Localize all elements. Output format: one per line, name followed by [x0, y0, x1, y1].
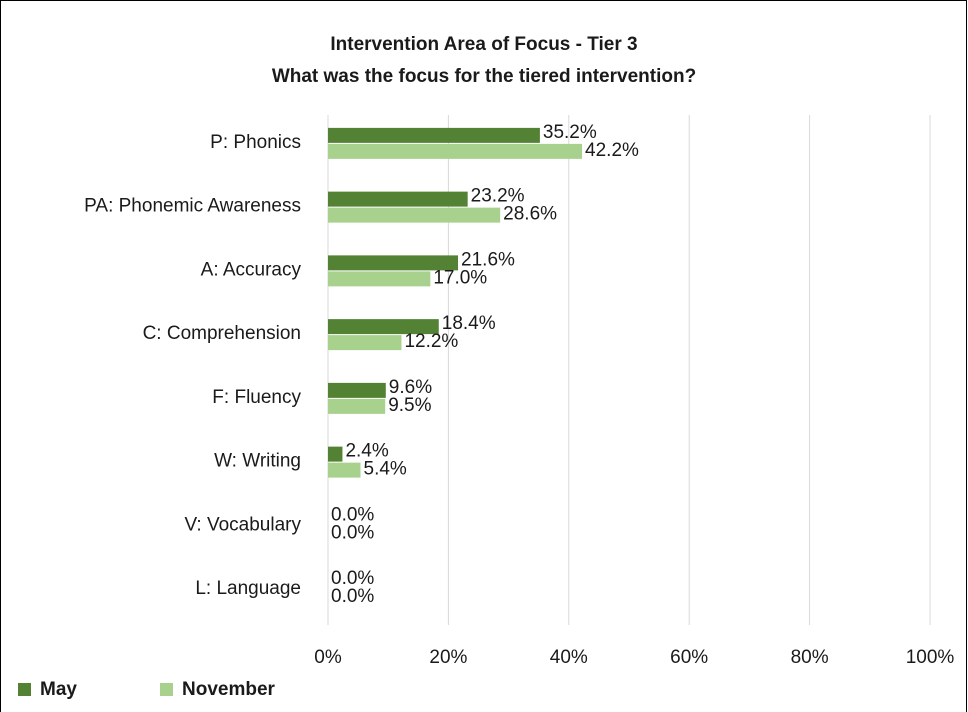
legend-label: November — [182, 679, 276, 700]
data-label: 5.4% — [364, 459, 407, 480]
data-label: 28.6% — [503, 204, 557, 225]
y-tick-label: A: Accuracy — [201, 259, 302, 280]
data-label: 2.4% — [345, 441, 388, 462]
x-tick-label: 100% — [906, 647, 955, 668]
data-label: 17.0% — [433, 267, 487, 288]
y-tick-label: W: Writing — [214, 451, 301, 472]
bar — [328, 335, 402, 351]
data-label: 21.6% — [461, 249, 515, 270]
bar — [328, 271, 431, 287]
x-tick-label: 40% — [550, 647, 588, 668]
data-label: 18.4% — [442, 313, 496, 334]
data-label: 12.2% — [404, 331, 458, 352]
x-tick-label: 0% — [314, 647, 342, 668]
data-label: 35.2% — [543, 122, 597, 143]
y-tick-label: F: Fluency — [212, 387, 301, 408]
y-tick-label: V: Vocabulary — [184, 514, 301, 535]
y-tick-label: C: Comprehension — [143, 323, 301, 344]
data-label: 9.5% — [388, 395, 431, 416]
data-label: 0.0% — [331, 504, 374, 525]
bar — [328, 143, 583, 159]
y-tick-label: P: Phonics — [210, 132, 301, 153]
y-tick-label: L: Language — [195, 578, 301, 599]
chart-title: Intervention Area of Focus - Tier 3 — [330, 34, 637, 55]
data-label: 9.6% — [389, 377, 432, 398]
legend-swatch — [18, 683, 31, 696]
chart-subtitle: What was the focus for the tiered interv… — [272, 66, 696, 87]
bar — [328, 382, 386, 398]
bar — [328, 398, 386, 414]
x-tick-label: 80% — [791, 647, 829, 668]
data-label: 0.0% — [331, 586, 374, 607]
data-label: 0.0% — [331, 568, 374, 589]
y-tick-label: PA: Phonemic Awareness — [84, 196, 301, 217]
bar — [328, 207, 501, 223]
bar — [328, 446, 343, 462]
legend-label: May — [40, 679, 77, 700]
data-label: 23.2% — [471, 186, 525, 207]
bar — [328, 319, 439, 335]
data-label: 0.0% — [331, 522, 374, 543]
bar — [328, 462, 361, 478]
bar — [328, 127, 540, 143]
data-label: 42.2% — [585, 140, 639, 161]
bar — [328, 255, 459, 271]
legend-swatch — [160, 683, 173, 696]
x-tick-label: 60% — [670, 647, 708, 668]
x-tick-label: 20% — [429, 647, 467, 668]
bar — [328, 191, 468, 207]
